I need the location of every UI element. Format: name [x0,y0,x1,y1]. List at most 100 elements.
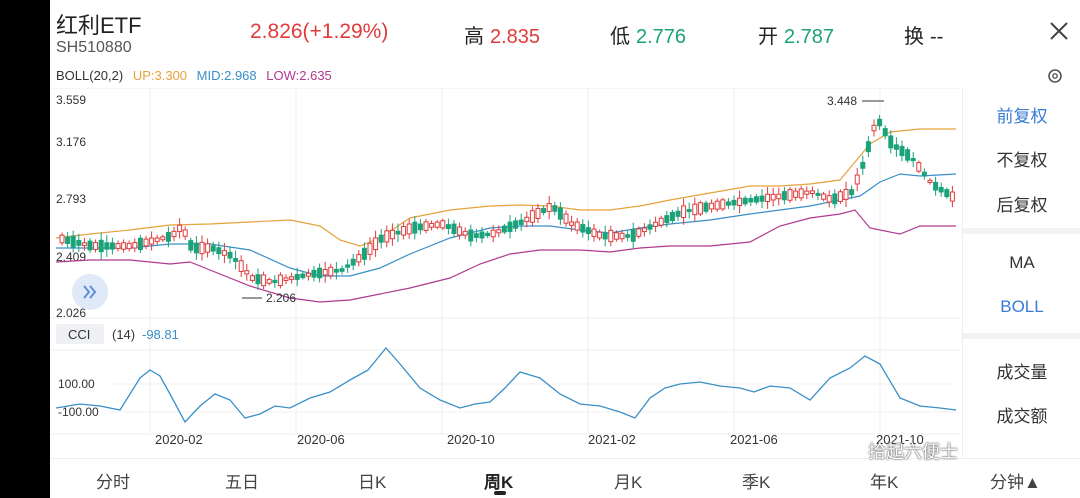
open-value: 2.787 [784,26,835,48]
candle-body [720,199,726,210]
watermark-text: 拾起六便士 [868,442,958,462]
candle-body [585,227,591,235]
stock-code: SH510880 [56,39,132,56]
tab-quarterly-k[interactable]: 季K [742,473,771,492]
candle-body [563,213,569,224]
x-axis-label-1: 2020-02 [155,432,203,447]
high-label: 高 [464,26,484,48]
menu-adjust-forward[interactable]: 前复权 [996,107,1048,126]
candle-body [457,226,463,236]
candle-body [871,124,877,132]
candle-body [177,224,183,233]
cci-label-box[interactable] [56,324,104,344]
candle-body [625,234,631,238]
tab-minute[interactable]: 分钟▲ [990,473,1041,492]
low-stat: 低 2.776 [610,20,686,49]
candle-body [289,276,295,280]
candle-body [759,195,765,202]
candle-body [697,202,703,215]
candle-body [389,229,395,240]
menu-boll[interactable]: BOLL [1000,297,1044,316]
tab-monthly-k[interactable]: 月K [614,473,643,492]
candle-body [384,230,390,243]
candle-body [860,161,866,169]
candle-body [216,247,222,255]
price-axis-tick-1: 3.559 [56,93,86,107]
menu-adjust-backward[interactable]: 后复权 [996,196,1048,215]
kline-chart[interactable]: 3.559 3.176 2.793 2.409 2.026 3.448 2.20… [50,88,960,460]
boll-low-line [55,209,956,303]
candle-body [277,274,283,287]
candle-body [305,272,311,277]
tab-five-day[interactable]: 五日 [225,473,259,492]
open-label: 开 [758,26,778,48]
period-tab-bar: 分时 五日 日K 周K 月K 季K 年K 分钟▲ [50,458,1080,498]
turnover-label: 换 [904,26,924,48]
menu-ma[interactable]: MA [1009,253,1035,272]
candle-body [636,228,642,237]
expand-panel-button[interactable] [72,274,108,310]
candle-body [921,171,927,177]
double-chevron-right-icon [83,285,97,299]
candle-body [541,207,547,214]
candle-body [65,236,71,244]
cci-level-high: 100.00 [58,377,95,391]
candle-body [345,264,351,268]
candle-body [143,238,149,247]
candle-body [317,267,323,279]
candle-body [647,224,653,230]
candle-body [160,236,166,241]
candle-body [910,157,916,162]
candle-body [524,216,530,223]
candle-body [188,240,194,251]
candle-body [513,220,519,229]
candle-body [597,231,603,239]
candle-body [653,221,659,227]
candle-body [832,193,838,205]
candle-body [658,217,664,226]
candle-body [944,189,950,198]
candle-body [669,211,675,222]
tab-weekly-k[interactable]: 周K [484,473,514,492]
tab-daily-k[interactable]: 日K [358,473,387,492]
candle-body [608,229,614,243]
high-value: 2.835 [490,26,541,48]
cci-line [55,346,957,424]
candle-body [781,191,787,201]
boll-label: BOLL(20,2) [56,68,124,83]
menu-volume[interactable]: 成交量 [996,363,1048,382]
candle-body [300,273,306,279]
boll-low-value: LOW:2.635 [266,68,332,83]
candle-body [602,232,608,240]
candle-body [115,243,121,249]
candle-body [675,210,681,217]
open-stat: 开 2.787 [758,20,834,49]
candle-body [809,190,815,194]
menu-amount[interactable]: 成交额 [996,407,1048,426]
candle-body [552,205,558,212]
menu-adjust-none[interactable]: 不复权 [996,151,1048,170]
candle-body [76,239,82,246]
candle-body [490,229,496,238]
candle-body [272,279,278,284]
tab-yearly-k[interactable]: 年K [870,473,899,492]
candle-body [109,242,115,250]
candle-body [557,207,563,220]
candle-body [434,221,440,228]
candle-body [417,223,423,231]
candle-body [692,203,698,216]
settings-gear-icon[interactable] [1046,67,1064,85]
candle-body [87,240,93,251]
candle-body [535,207,541,219]
tab-intraday[interactable]: 分时 [96,473,130,492]
candle-body [854,174,860,185]
high-stat: 高 2.835 [464,20,540,49]
side-divider-2 [963,333,1080,339]
candle-body [395,230,401,235]
turnover-value: -- [930,26,944,48]
boll-indicator-row[interactable]: BOLL(20,2) UP:3.300 MID:2.968 LOW:2.635 [56,68,338,83]
candle-body [518,219,524,225]
candle-body [378,234,384,243]
candle-body [171,230,177,238]
close-icon[interactable] [1048,20,1070,42]
